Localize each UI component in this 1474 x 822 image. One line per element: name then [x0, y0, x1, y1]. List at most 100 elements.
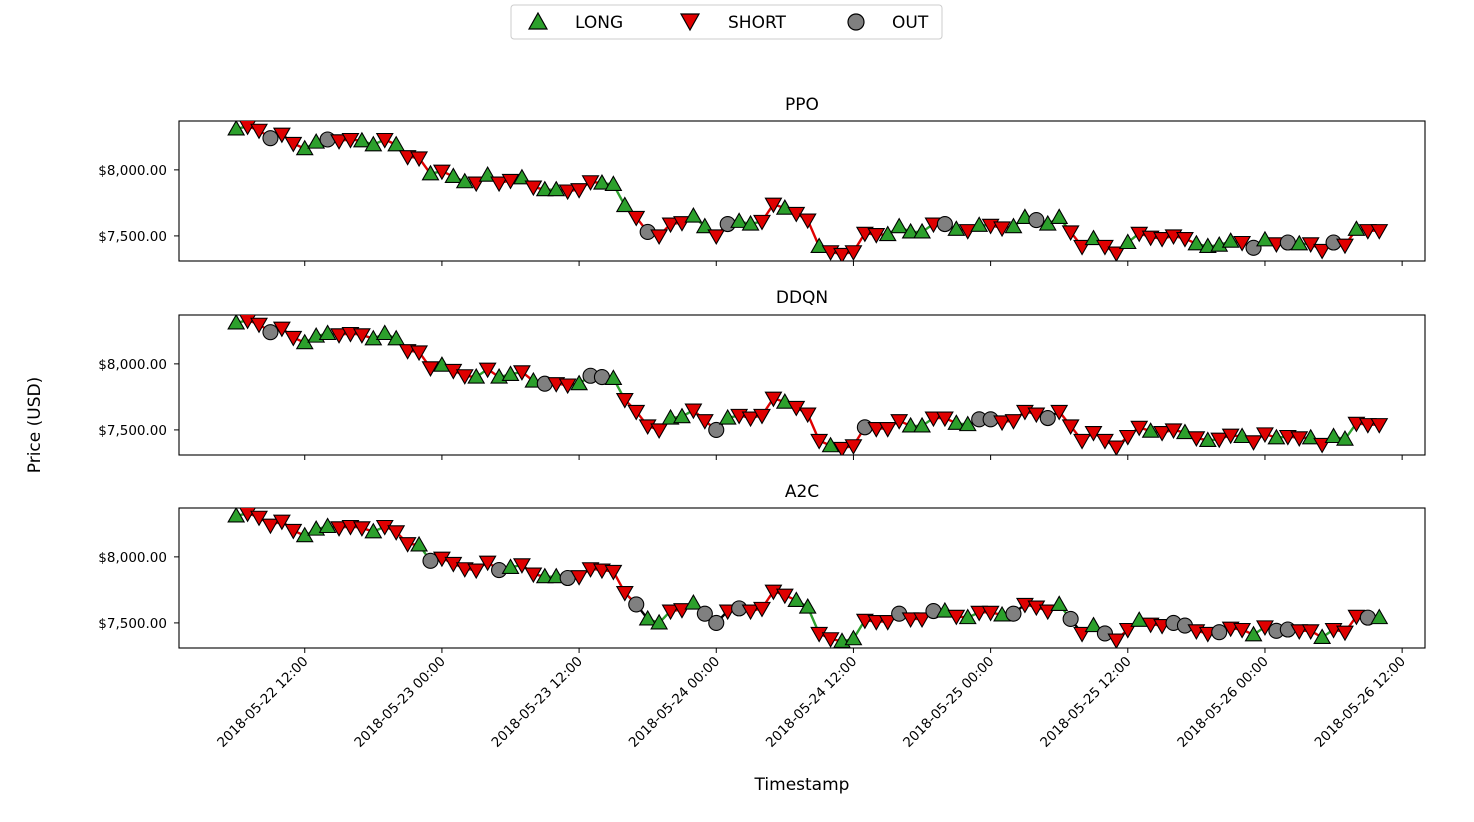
marker-out-a2c-35: [628, 596, 645, 613]
marker-short-a2c-46: [753, 601, 771, 618]
marker-long-ddqn-8: [318, 324, 337, 341]
y-axis-label: Price (USD): [25, 377, 45, 473]
marker-long-a2c-72: [1050, 595, 1069, 611]
legend: LONG SHORT OUT: [510, 4, 943, 40]
marker-short-a2c-32: [593, 563, 611, 580]
marker-short-a2c-87: [1221, 621, 1240, 638]
marker-short-ppo-81: [1153, 231, 1172, 248]
marker-short-ddqn-10: [341, 326, 360, 343]
marker-long-ddqn-43: [718, 408, 737, 425]
y-tick-label-a2c-0: $8,000.00: [98, 550, 167, 566]
marker-short-ddqn-45: [741, 411, 760, 428]
marker-out-ppo-8: [319, 131, 336, 148]
marker-long-a2c-8: [318, 517, 337, 534]
marker-long-a2c-75: [1084, 616, 1103, 633]
legend-entry-out: OUT: [847, 13, 929, 33]
marker-long-ppo-20: [455, 172, 474, 189]
marker-short-a2c-88: [1233, 622, 1252, 639]
marker-long-ddqn-59: [901, 416, 920, 433]
marker-out-a2c-41: [696, 605, 713, 622]
marker-long-ppo-85: [1198, 237, 1217, 254]
marker-short-a2c-14: [387, 525, 406, 541]
marker-long-a2c-37: [650, 613, 669, 630]
marker-long-ppo-72: [1050, 208, 1069, 224]
series-ddqn: [227, 315, 1389, 455]
marker-long-ppo-19: [444, 167, 463, 184]
marker-long-ppo-93: [1290, 234, 1309, 251]
marker-short-ddqn-86: [1210, 432, 1229, 449]
marker-short-ppo-56: [867, 228, 886, 244]
marker-short-ddqn-77: [1107, 440, 1126, 455]
marker-short-a2c-60: [913, 612, 931, 629]
marker-long-ddqn-13: [375, 324, 394, 341]
marker-short-ddqn-5: [284, 330, 303, 347]
marker-short-ppo-29: [558, 184, 577, 201]
marker-short-ddqn-11: [352, 328, 371, 344]
marker-long-a2c-16: [410, 535, 429, 552]
marker-short-ddqn-90: [1256, 427, 1274, 443]
y-tick-label-ppo-0: $8,000.00: [98, 163, 167, 179]
marker-out-ddqn-42: [708, 421, 725, 438]
marker-long-ddqn-63: [947, 414, 966, 430]
marker-short-ddqn-62: [935, 411, 954, 428]
marker-short-ppo-18: [432, 164, 451, 181]
marker-short-ppo-23: [490, 176, 509, 193]
marker-short-ppo-38: [661, 217, 680, 234]
marker-short-ddqn-89: [1244, 435, 1263, 451]
marker-long-a2c-12: [364, 522, 383, 539]
marker-out-a2c-68: [1005, 605, 1022, 622]
marker-long-ddqn-30: [570, 374, 589, 391]
panel-a2c: A2C $8,000.00 $7,500.00: [98, 482, 1426, 653]
marker-short-a2c-31: [581, 562, 600, 578]
marker-short-a2c-65: [970, 605, 989, 622]
marker-short-ppo-5: [284, 136, 303, 153]
marker-short-a2c-26: [524, 567, 543, 584]
marker-short-a2c-33: [604, 564, 623, 581]
marker-out-a2c-17: [422, 552, 439, 569]
y-tick-label-ppo-1: $7,500.00: [98, 229, 167, 245]
marker-short-ddqn-16: [410, 345, 429, 362]
marker-long-ppo-34: [615, 196, 634, 213]
marker-long-ppo-11: [352, 131, 371, 148]
marker-long-ppo-87: [1221, 232, 1240, 248]
x-tick-label-6: 2018-05-25 12:00: [1037, 654, 1134, 751]
y-tick-label-ddqn-1: $7,500.00: [98, 423, 167, 439]
marker-out-a2c-73: [1062, 610, 1079, 627]
marker-short-ppo-99: [1358, 224, 1377, 240]
marker-short-a2c-78: [1118, 622, 1137, 639]
marker-short-a2c-21: [467, 563, 486, 580]
marker-short-ddqn-2: [250, 317, 268, 334]
marker-long-a2c-49: [787, 591, 806, 608]
marker-short-ppo-50: [798, 213, 817, 230]
marker-short-a2c-2: [250, 510, 268, 527]
x-tick-label-4: 2018-05-24 12:00: [763, 654, 860, 751]
marker-short-ppo-47: [764, 197, 783, 214]
marker-short-ddqn-9: [330, 328, 348, 344]
marker-out-a2c-76: [1096, 625, 1113, 642]
x-tick-label-8: 2018-05-26 12:00: [1312, 654, 1409, 751]
marker-out-a2c-42: [708, 614, 725, 631]
marker-short-a2c-63: [947, 609, 966, 626]
marker-short-ppo-97: [1336, 238, 1354, 255]
marker-short-ddqn-58: [890, 414, 909, 430]
marker-long-a2c-27: [535, 567, 554, 584]
marker-short-ddqn-50: [798, 407, 817, 424]
marker-long-a2c-64: [958, 608, 977, 625]
x-tick-label-5: 2018-05-25 00:00: [900, 654, 997, 751]
marker-long-ppo-60: [913, 222, 931, 239]
marker-short-ddqn-87: [1221, 428, 1240, 445]
marker-long-ppo-17: [421, 164, 440, 181]
marker-short-a2c-56: [867, 615, 886, 631]
marker-out-ppo-3: [262, 130, 279, 147]
marker-short-a2c-5: [284, 523, 303, 540]
marker-short-ppo-42: [707, 229, 726, 246]
x-tick-label-7: 2018-05-26 00:00: [1174, 654, 1271, 751]
marker-short-ddqn-72: [1050, 404, 1069, 421]
marker-long-ppo-28: [547, 180, 566, 197]
marker-short-a2c-25: [512, 558, 531, 574]
marker-long-ddqn-91: [1267, 428, 1286, 445]
marker-short-a2c-38: [661, 604, 680, 621]
x-tick-label-2: 2018-05-23 12:00: [489, 654, 586, 751]
marker-long-ppo-27: [535, 180, 554, 197]
marker-short-a2c-10: [341, 519, 360, 536]
